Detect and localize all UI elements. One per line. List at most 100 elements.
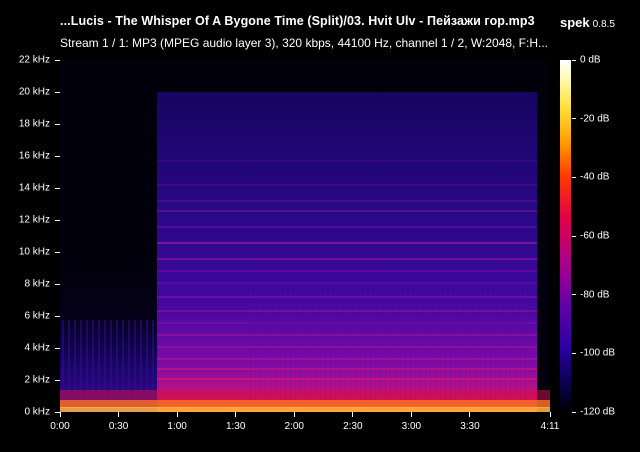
intro-stripe (116, 320, 118, 410)
texture-stripe (280, 290, 281, 400)
frequency-tick-label: 0 kHz (24, 406, 50, 418)
harmonic-line (157, 258, 537, 260)
texture-stripe (380, 290, 381, 400)
bass-hot-band (60, 400, 550, 408)
harmonic-line (157, 310, 537, 312)
harmonic-line (157, 270, 537, 272)
harmonic-line (157, 184, 537, 186)
texture-stripe (370, 290, 371, 400)
frequency-tick (55, 187, 60, 189)
level-tick-label: 0 dB (580, 54, 601, 66)
time-tick (235, 412, 237, 417)
level-tick-label: -120 dB (580, 406, 616, 418)
texture-stripe (295, 290, 296, 400)
texture-stripe (515, 290, 516, 400)
intro-stripe (152, 320, 154, 410)
texture-stripe (425, 290, 426, 400)
harmonic-line (157, 282, 537, 284)
frequency-tick-label: 2 kHz (24, 374, 50, 386)
texture-stripe (355, 290, 356, 400)
texture-stripe (500, 290, 501, 400)
texture-stripe (285, 290, 286, 400)
level-colorbar (560, 60, 571, 412)
intro-stripe (146, 320, 148, 410)
frequency-tick (55, 411, 60, 413)
texture-stripe (495, 290, 496, 400)
frequency-tick (55, 155, 60, 157)
frequency-tick (55, 347, 60, 349)
level-tick-label: -100 dB (580, 347, 616, 359)
app-name: spek (560, 15, 590, 30)
texture-stripe (470, 290, 471, 400)
texture-stripe (520, 290, 521, 400)
harmonic-line (157, 368, 537, 370)
harmonic-line (157, 322, 537, 324)
time-tick (410, 412, 412, 417)
texture-stripe (490, 290, 491, 400)
frequency-tick (55, 251, 60, 253)
time-tick (469, 412, 471, 417)
texture-stripe (455, 290, 456, 400)
harmonic-line (157, 334, 537, 336)
level-tick (572, 411, 576, 413)
harmonic-line (157, 346, 537, 348)
time-tick-label: 3:30 (460, 421, 480, 432)
time-tick-label: 1:30 (225, 421, 246, 432)
intro-stripe (122, 320, 124, 410)
texture-stripe (320, 290, 321, 400)
time-tick-label: 1:00 (167, 421, 187, 432)
intro-stripe (92, 320, 94, 410)
texture-stripe (260, 290, 261, 400)
level-tick (572, 294, 576, 296)
texture-stripe (310, 290, 311, 400)
intro-stripe (134, 320, 136, 410)
texture-stripe (465, 290, 466, 400)
texture-stripe (365, 290, 366, 400)
harmonic-line (157, 242, 537, 244)
time-tick-label: 0:30 (108, 421, 129, 432)
time-tick (352, 412, 354, 417)
intro-stripe (68, 320, 70, 410)
texture-stripe (485, 290, 486, 400)
level-tick-label: -80 dB (580, 289, 610, 301)
frequency-tick (55, 59, 60, 61)
app-version: 0.8.5 (592, 19, 615, 30)
intro-stripe (80, 320, 82, 410)
texture-stripe (305, 290, 306, 400)
texture-stripe (300, 290, 301, 400)
texture-stripe (335, 290, 336, 400)
level-tick-label: -60 dB (580, 230, 610, 242)
frequency-tick (55, 379, 60, 381)
texture-stripe (395, 290, 396, 400)
level-tick (572, 352, 576, 354)
frequency-tick-label: 12 kHz (18, 214, 50, 226)
level-tick (572, 59, 576, 61)
intro-stripe (128, 320, 130, 410)
time-tick (118, 412, 120, 417)
texture-stripe (290, 290, 291, 400)
texture-stripe (445, 290, 446, 400)
level-tick (572, 176, 576, 178)
texture-stripe (410, 290, 411, 400)
spectrogram (60, 60, 550, 412)
level-tick (572, 235, 576, 237)
frequency-tick-label: 10 kHz (18, 246, 50, 258)
frequency-tick-label: 8 kHz (24, 278, 50, 290)
texture-stripe (325, 290, 326, 400)
frequency-tick-label: 6 kHz (24, 310, 50, 322)
frequency-tick-label: 22 kHz (18, 54, 50, 66)
texture-stripe (475, 290, 476, 400)
harmonic-line (157, 210, 537, 212)
texture-stripe (265, 290, 266, 400)
harmonic-line (157, 160, 537, 162)
texture-stripe (375, 290, 376, 400)
texture-stripe (440, 290, 441, 400)
texture-stripe (430, 290, 431, 400)
time-tick-label: 0:00 (50, 421, 70, 432)
texture-stripe (250, 290, 251, 400)
time-tick (549, 412, 551, 417)
intro-stripe (140, 320, 142, 410)
texture-stripe (385, 290, 386, 400)
texture-stripe (525, 290, 526, 400)
texture-stripe (255, 290, 256, 400)
